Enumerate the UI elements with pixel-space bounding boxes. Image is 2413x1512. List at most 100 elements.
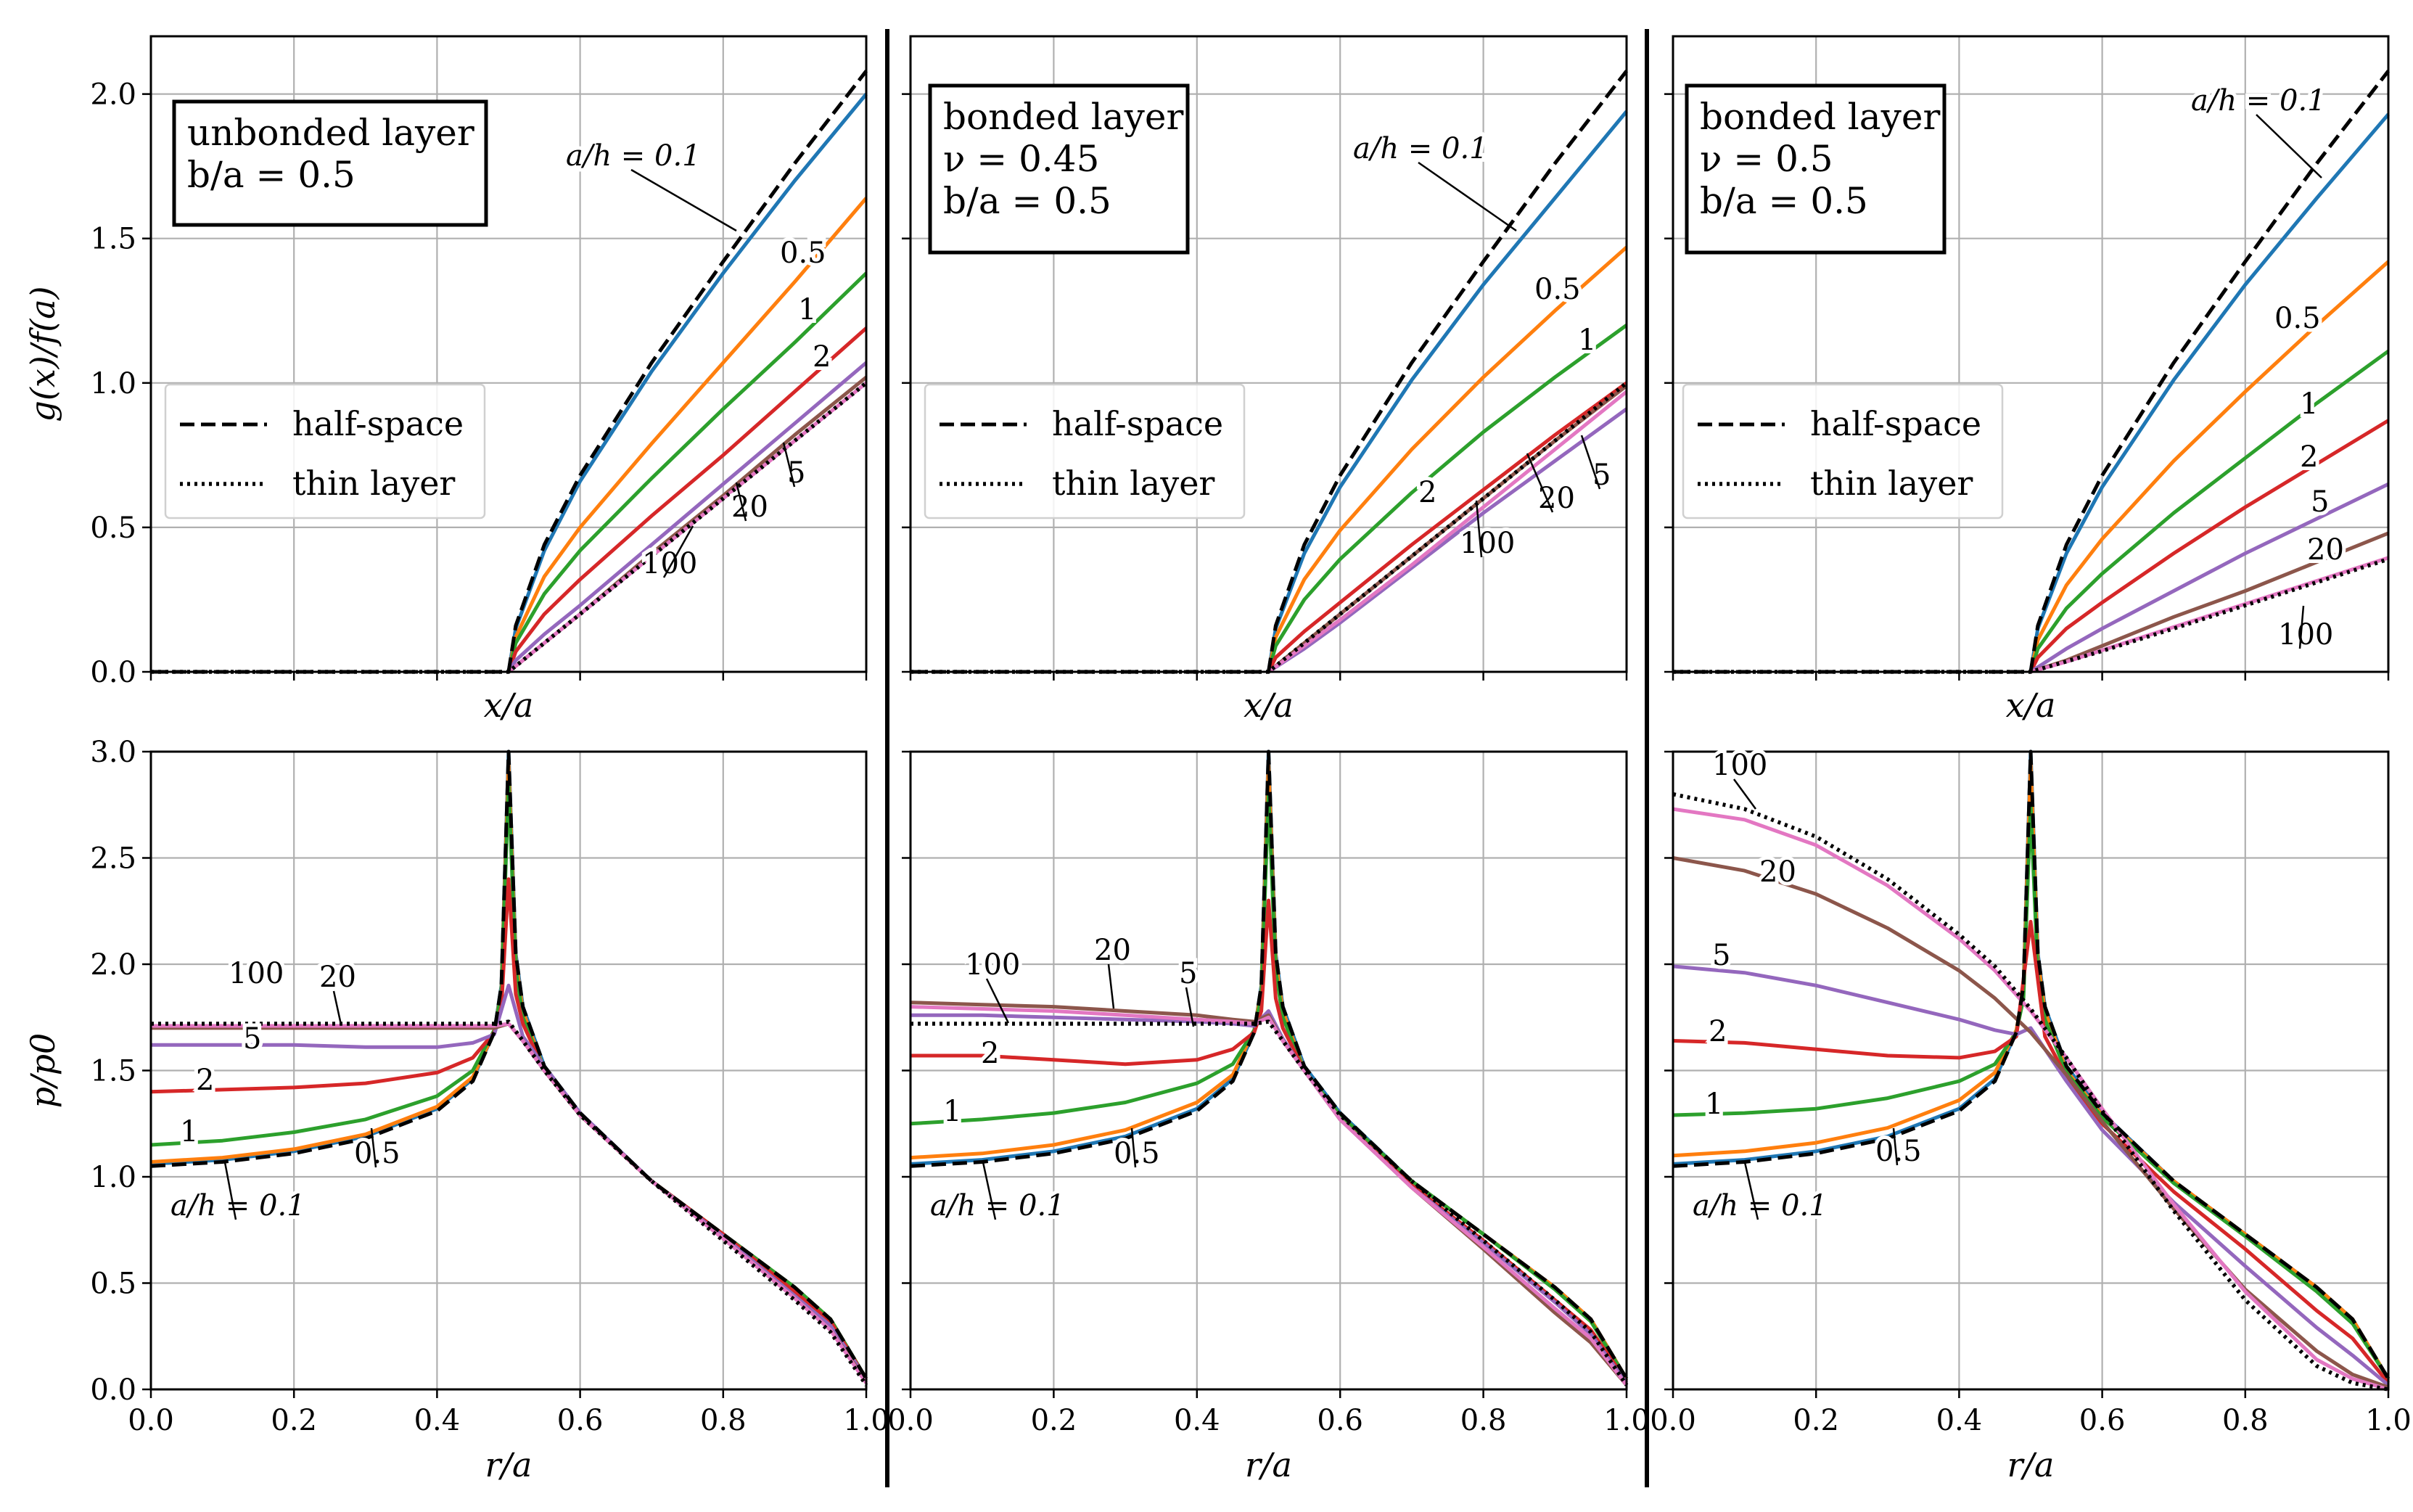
x-tick-label: 0.4 xyxy=(1174,1404,1220,1437)
x-tick-label: 0.2 xyxy=(1031,1404,1077,1437)
curve-label-leader xyxy=(1580,435,1601,490)
curve-label-leader xyxy=(1475,500,1483,558)
y-tick-label: 1.0 xyxy=(90,367,136,400)
x-tick-label: 0.4 xyxy=(414,1404,461,1437)
curve-label: a/h = 0.1 xyxy=(566,139,701,173)
curve-label: 0.5 xyxy=(354,1137,400,1170)
y-tick-label: 2.0 xyxy=(90,948,136,982)
curve-label-leader xyxy=(1732,778,1757,810)
series-line-1 xyxy=(910,792,1629,1380)
curve-label: a/h = 0.1 xyxy=(2191,84,2326,118)
x-tick-label: 0.8 xyxy=(700,1404,747,1437)
curve-label: 1 xyxy=(1578,324,1596,357)
legend-label-thin-layer: thin layer xyxy=(1810,464,1973,503)
curve-label: 20 xyxy=(1538,482,1575,515)
series-line-0-5 xyxy=(506,197,868,673)
curve-label: 20 xyxy=(319,961,356,994)
info-line: bonded layer xyxy=(1700,96,1940,138)
series-line-1 xyxy=(1267,324,1628,673)
info-line: unbonded layer xyxy=(187,112,474,154)
series-line-2 xyxy=(150,877,868,1380)
series-line-0-1 xyxy=(150,749,868,1380)
series-line-half-space xyxy=(1672,749,2391,1380)
curve-label-leader xyxy=(1185,987,1195,1027)
info-box xyxy=(928,83,1190,255)
curve-label: 20 xyxy=(2307,533,2344,567)
y-tick-label: 1.0 xyxy=(90,1161,136,1194)
curve-label: 20 xyxy=(731,490,768,524)
y-tick-label: 0.0 xyxy=(90,1373,136,1407)
info-line: bonded layer xyxy=(943,96,1183,138)
curve-label: a/h = 0.1 xyxy=(1353,132,1488,165)
curve-label-leader xyxy=(2298,605,2305,649)
curve-label: 100 xyxy=(1712,749,1767,782)
series-line-half-space xyxy=(910,70,1628,674)
legend-label-half-space: half-space xyxy=(1052,404,1223,443)
x-axis-label: r/a xyxy=(485,1445,533,1484)
y-tick-label: 2.0 xyxy=(90,78,136,112)
legend-label-thin-layer: thin layer xyxy=(292,464,455,503)
x-tick-label: 0.8 xyxy=(2222,1404,2269,1437)
curve-label-leader xyxy=(1526,453,1554,513)
curve-label-leader xyxy=(985,978,1010,1024)
x-tick-label: 1.0 xyxy=(2365,1404,2412,1437)
curve-label: 100 xyxy=(642,547,697,580)
series-line-100 xyxy=(1267,390,1628,674)
series-line-1 xyxy=(150,781,868,1380)
y-tick-label: 0.0 xyxy=(90,656,136,689)
x-axis-label: x/a xyxy=(484,686,534,725)
legend-label-thin-layer: thin layer xyxy=(1052,464,1214,503)
y-tick-label: 3.0 xyxy=(90,736,136,769)
curve-label: 2 xyxy=(196,1064,214,1097)
x-tick-label: 0.2 xyxy=(271,1404,317,1437)
curve-label: a/h = 0.1 xyxy=(930,1189,1065,1223)
curve-label: 0.5 xyxy=(1534,273,1581,306)
curve-label: 1 xyxy=(1705,1088,1723,1121)
curve-label-leader xyxy=(782,442,796,488)
curve-label-leader xyxy=(1418,161,1517,232)
y-tick-label: 1.5 xyxy=(90,223,136,256)
series-line-5 xyxy=(1267,407,1628,674)
curve-label: 0.5 xyxy=(1114,1137,1160,1170)
curve-label-leader xyxy=(1107,964,1115,1009)
curve-label-leader xyxy=(332,990,342,1025)
series-line-100 xyxy=(1672,807,2389,1392)
series-line-100 xyxy=(507,381,868,673)
curve-label: 5 xyxy=(787,456,805,490)
curve-label: 5 xyxy=(243,1022,261,1056)
x-axis-label: r/a xyxy=(2007,1445,2055,1484)
curve-label: 1 xyxy=(798,293,816,326)
series-line-0-1 xyxy=(910,749,1629,1380)
x-tick-label: 0.0 xyxy=(887,1404,934,1437)
series-line-20 xyxy=(1672,856,2389,1389)
series-line-0-1 xyxy=(506,93,868,673)
curve-label: 5 xyxy=(2311,485,2329,519)
curve-label: 2 xyxy=(813,340,831,374)
curve-label: 1 xyxy=(2300,387,2318,421)
x-tick-label: 0.0 xyxy=(128,1404,174,1437)
curve-label-leader xyxy=(982,1162,997,1220)
curve-label: 2 xyxy=(1418,476,1436,509)
info-line: ν = 0.45 xyxy=(943,138,1099,180)
curve-label: a/h = 0.1 xyxy=(1693,1189,1828,1223)
curves-layer xyxy=(150,70,2391,1392)
x-tick-label: 0.4 xyxy=(1936,1404,1983,1437)
curve-label: 100 xyxy=(965,948,1020,982)
plot-frame xyxy=(149,35,868,673)
curve-label-leader xyxy=(1743,1162,1759,1220)
y-axis-label: p/p0 xyxy=(23,1033,62,1109)
curve-label: 1 xyxy=(180,1115,198,1149)
x-tick-label: 1.0 xyxy=(1603,1404,1650,1437)
info-line: ν = 0.5 xyxy=(1700,138,1833,180)
curve-label: 100 xyxy=(229,957,284,990)
curve-label: 2 xyxy=(1709,1015,1727,1048)
series-line-2 xyxy=(1267,381,1628,673)
series-line-2 xyxy=(1672,919,2390,1384)
curve-label-leader xyxy=(1130,1127,1137,1168)
info-line: b/a = 0.5 xyxy=(943,180,1111,222)
series-line-thin-layer xyxy=(910,1019,1629,1386)
series-line-half-space xyxy=(1673,70,2390,674)
curve-label: 5 xyxy=(1712,939,1730,972)
curve-label: 100 xyxy=(2278,618,2333,652)
